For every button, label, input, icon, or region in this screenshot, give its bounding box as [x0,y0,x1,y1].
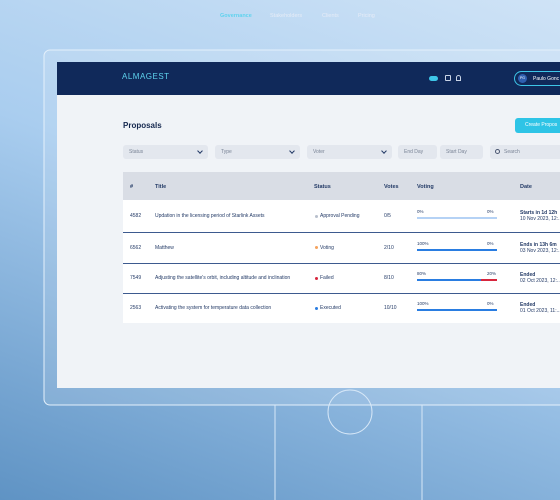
table-header [123,172,560,200]
nav-link[interactable]: Clients [322,13,339,19]
vote-for-label: 100% [417,301,429,306]
cell-status: Approval Pending [320,213,360,219]
cell-title: Matthew [155,244,174,251]
cell-id: 6562 [130,244,142,251]
page-title: Proposals [123,121,162,130]
vote-against-label: 0% [487,301,494,306]
cell-votes: 10/10 [384,305,397,311]
nav-link[interactable]: Stakeholders [270,13,303,19]
create-button[interactable]: Create Propos [515,118,560,133]
cell-status: Voting [320,244,334,251]
cell-date-sub: 03 Nov 2023, 12:... [520,247,560,254]
status-dot [315,214,318,218]
logo[interactable]: ALMAGEST [122,72,170,81]
cell-title: Updation in the licensing period of Star… [155,213,265,219]
nav-link[interactable]: Pricing [358,13,375,19]
status-dot [315,306,318,310]
search-icon [495,149,500,154]
cell-votes: 0/5 [384,213,391,219]
filter-select[interactable]: Voter [307,145,392,159]
cell-date: Ends in 13h 6m [520,241,557,248]
row-divider [123,232,560,233]
column-header: Status [314,184,331,190]
status-dot [315,246,318,249]
start-day[interactable]: Start Day [440,145,483,159]
row-divider [123,263,560,264]
toggle[interactable] [429,76,438,81]
cell-title: Activating the system for temperature da… [155,305,272,311]
avatar: PG [518,74,527,83]
row-divider [123,293,560,294]
status-dot [315,276,318,280]
vote-against-label: 0% [487,240,494,246]
vote-for-bar [417,248,497,251]
cell-date-sub: 02 Oct 2023, 12:... [520,278,560,284]
cell-status: Failed [320,275,334,281]
end-day[interactable]: End Day [398,145,437,159]
cell-id: 7549 [130,275,142,281]
search[interactable]: Search [490,145,560,159]
cell-votes: 8/10 [384,275,394,281]
filter-select[interactable]: Status [123,145,208,159]
column-header: Voting [417,184,434,190]
cell-status: Executed [320,305,341,311]
column-header: Title [155,184,167,190]
cell-id: 2563 [130,305,142,311]
vote-for-bar [417,309,497,311]
vote-for-label: 80% [417,271,427,276]
cell-id: 4582 [130,213,142,219]
navbar [57,62,560,95]
cell-date: Ended [520,272,536,278]
decor-circle [327,389,373,435]
cell-date-sub: 01 Oct 2023, 11:... [520,308,560,314]
cell-date: Starts in 1d 12h [520,210,558,216]
vote-against-label: 20% [487,271,497,276]
nav-link[interactable]: Governance [220,13,252,19]
vote-for-label: 100% [417,240,429,246]
cell-votes: 2/10 [384,244,394,251]
vote-for-bar [417,279,481,281]
column-header: Votes [384,184,399,190]
user-name: Paulo Gonc [533,76,560,82]
cell-date: Ended [520,302,536,308]
vote-against-bar [481,279,497,281]
vote-against-label: 0% [487,209,494,214]
wallet-icon[interactable] [445,75,451,81]
filter-select[interactable]: Type [215,145,300,159]
column-header: Date [520,184,532,190]
vote-for-label: 0% [417,209,424,214]
column-header: # [130,184,134,190]
vote-track [417,217,497,219]
cell-date-sub: 10 Nov 2023, 12:... [520,216,560,222]
cell-title: Adjusting the satellite's orbit, includi… [155,275,291,281]
bell-icon[interactable] [456,75,461,81]
user-button[interactable] [514,71,560,86]
